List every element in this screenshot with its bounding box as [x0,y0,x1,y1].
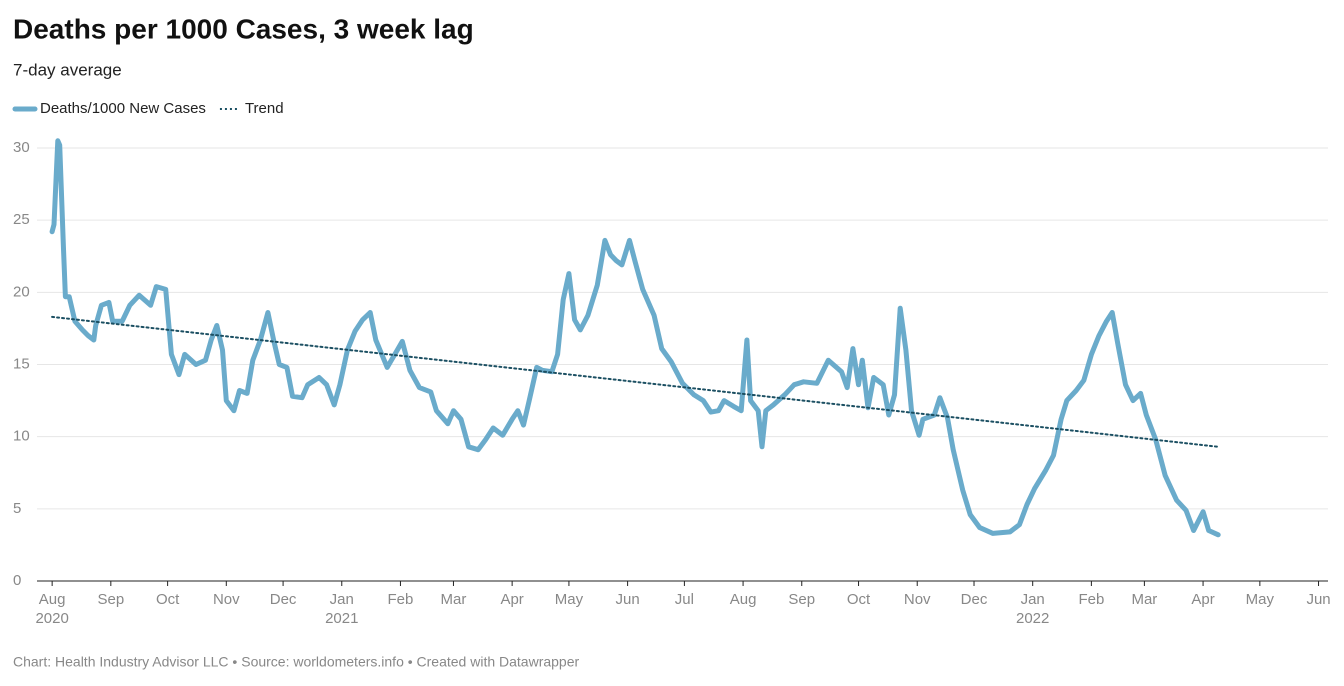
x-tick-label: Jun [1306,591,1330,608]
data-line [49,138,1221,538]
trend-line [51,315,1220,448]
x-tick-label: Dec [270,591,297,608]
x-tick-label: Mar [1131,591,1157,608]
x-tick-label: Jul [675,591,694,608]
x-tick-label: Apr [1191,591,1214,608]
x-tick-label: Sep [788,591,815,608]
chart-footer: Chart: Health Industry Advisor LLC • Sou… [13,654,580,670]
y-tick-label: 25 [13,211,30,228]
x-tick-label: May [555,591,584,608]
x-tick-label: Mar [441,591,467,608]
x-tick-label: Nov [213,591,240,608]
y-tick-label: 0 [13,572,21,589]
x-tick-label: Nov [904,591,931,608]
x-tick-label: Oct [847,591,871,608]
x-tick-label: Jun [616,591,640,608]
x-tick-year: 2020 [35,610,68,627]
x-tick-label: Sep [97,591,124,608]
y-tick-label: 15 [13,355,30,372]
legend-label: Trend [245,100,284,117]
x-tick-label: Jan [330,591,354,608]
x-tick-label: Jan [1021,591,1045,608]
x-tick-label: Aug [730,591,757,608]
legend-label: Deaths/1000 New Cases [40,100,206,117]
chart-title: Deaths per 1000 Cases, 3 week lag [13,13,474,44]
x-tick-label: Apr [500,591,523,608]
x-tick-label: Feb [388,591,414,608]
y-tick-label: 30 [13,139,30,156]
x-tick-year: 2021 [325,610,358,627]
x-tick-label: Dec [961,591,988,608]
y-tick-label: 5 [13,500,21,517]
x-tick-year: 2022 [1016,610,1049,627]
x-tick-label: Oct [156,591,180,608]
x-tick-label: Feb [1078,591,1104,608]
y-tick-label: 10 [13,428,30,445]
y-tick-label: 20 [13,283,30,300]
chart-subtitle: 7-day average [13,60,122,79]
x-tick-label: May [1246,591,1275,608]
x-tick-label: Aug [39,591,66,608]
